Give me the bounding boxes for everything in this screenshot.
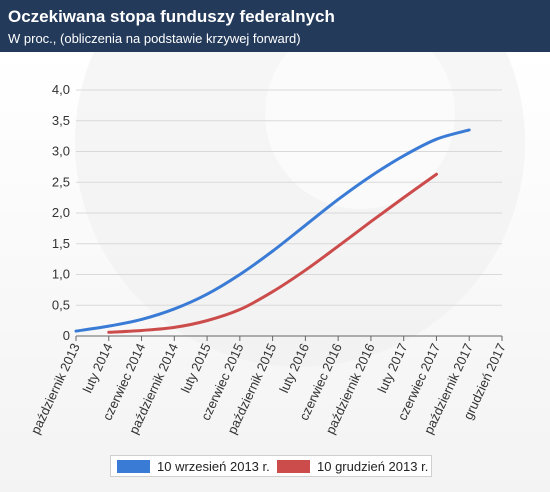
- legend-swatch-blue: [117, 460, 150, 473]
- chart-header: Oczekiwana stopa funduszy federalnych W …: [0, 0, 550, 52]
- legend-label-red: 10 grudzień 2013 r.: [317, 459, 429, 474]
- y-tick-label: 0,5: [52, 297, 70, 312]
- chart-title: Oczekiwana stopa funduszy federalnych: [8, 7, 335, 26]
- y-tick-label: 3,0: [52, 144, 70, 159]
- y-tick-label: 1,5: [52, 236, 70, 251]
- y-tick-label: 2,0: [52, 205, 70, 220]
- legend-swatch-red: [277, 460, 310, 473]
- chart-area: 0 0,5 1,0 1,5 2,0 2,5 3,0 3,5 4,0 październik 201…: [0, 52, 550, 492]
- y-tick-label: 2,5: [52, 174, 70, 189]
- x-tick-label: październik 2013: [28, 341, 83, 436]
- x-tick-label: luty 2014: [80, 341, 116, 395]
- series-line-red: [107, 172, 438, 334]
- line-chart: 0 0,5 1,0 1,5 2,0 2,5 3,0 3,5 4,0 październik 201…: [28, 52, 525, 436]
- y-tick-label: 4,0: [52, 82, 70, 97]
- legend-label-blue: 10 wrzesień 2013 r.: [157, 459, 270, 474]
- x-tick-label: luty 2015: [178, 341, 214, 395]
- y-tick-label: 0: [63, 328, 70, 343]
- y-tick-label: 3,5: [52, 113, 70, 128]
- y-tick-label: 1,0: [52, 267, 70, 282]
- series-line-blue: [74, 128, 471, 333]
- chart-subtitle: W proc., (obliczenia na podstawie krzywe…: [8, 31, 301, 46]
- watermark-inner-circle: [265, 52, 455, 209]
- legend: 10 wrzesień 2013 r. 10 grudzień 2013 r.: [110, 455, 432, 477]
